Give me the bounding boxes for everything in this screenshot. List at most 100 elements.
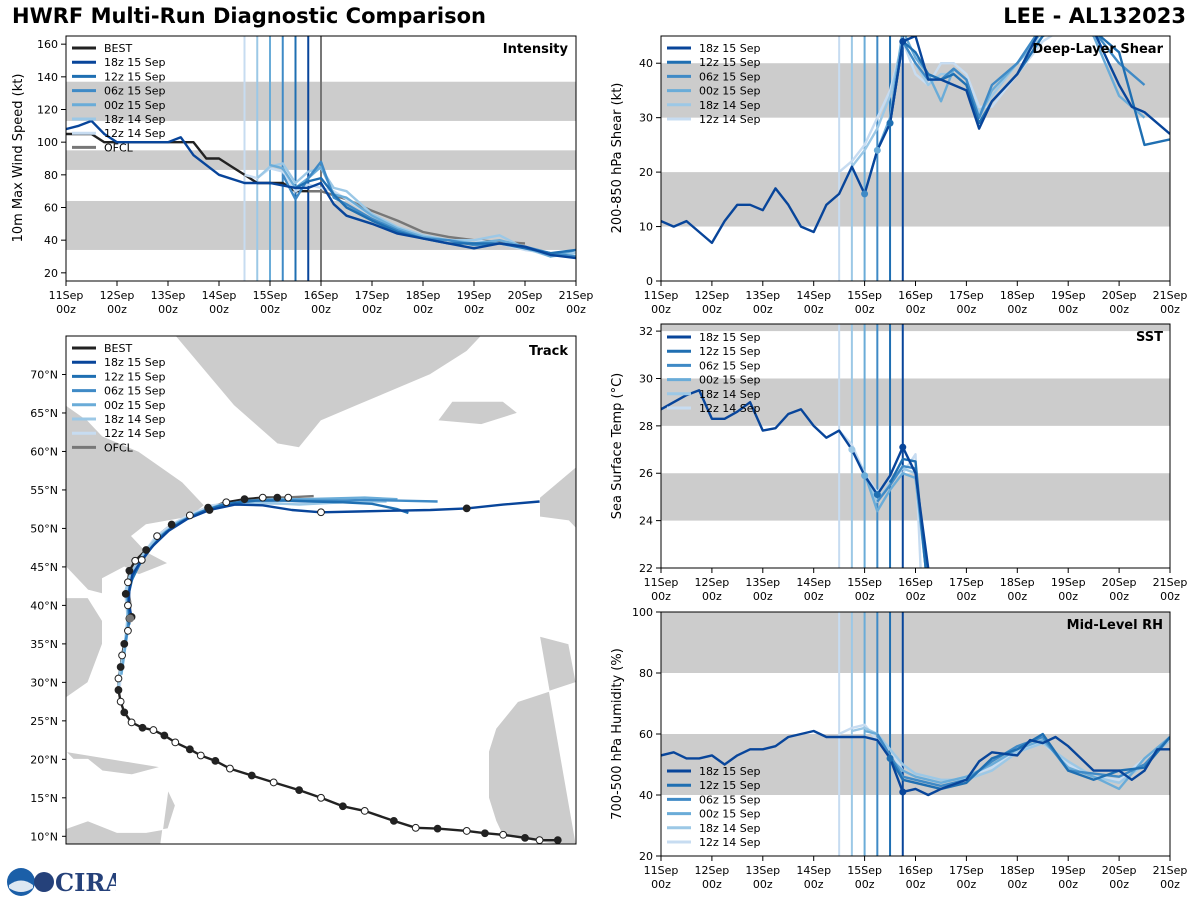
track-best-point [240, 495, 249, 504]
shear-xtick-hour: 00z [804, 303, 824, 316]
shear-legend-label-18z-14-sep: 18z 14 Sep [699, 99, 761, 112]
track-lat-label: 10°N [30, 830, 58, 843]
rh-xtick-date: 14Sep [796, 864, 831, 877]
track-best-point [295, 786, 304, 795]
track-best-point [269, 778, 278, 787]
shear-xtick-date: 18Sep [1000, 289, 1035, 302]
rh-xtick-hour: 00z [906, 878, 926, 891]
track-series-18z-14-sep [117, 500, 387, 687]
rh-title: Mid-Level RH [1067, 618, 1163, 633]
intensity-xtick-hour: 00z [260, 303, 280, 316]
intensity-xtick-hour: 00z [158, 303, 178, 316]
intensity-xtick-date: 16Sep [304, 289, 339, 302]
track-best-point [211, 756, 220, 765]
track-best-point [499, 830, 508, 839]
track-best-point [171, 738, 180, 747]
track-best-point [114, 686, 123, 694]
cira-logo-text: CIRA [55, 868, 116, 897]
rh-legend-label-18z-14-sep: 18z 14 Sep [699, 822, 761, 835]
shear-xtick-date: 11Sep [644, 289, 679, 302]
track-best-point [138, 723, 147, 732]
shear-xtick-date: 20Sep [1102, 289, 1137, 302]
track-best-point [222, 498, 231, 507]
track-lat-label: 60°N [30, 445, 58, 458]
rh-legend-label-06z-15-sep: 06z 15 Sep [699, 793, 761, 806]
track-lat-label: 65°N [30, 407, 58, 420]
rh-xtick-date: 20Sep [1102, 864, 1137, 877]
shear-legend-label-06z-15-sep: 06z 15 Sep [699, 70, 761, 83]
shear-init-marker-00z-15-sep [873, 146, 881, 154]
track-forecast-point [205, 506, 214, 514]
track-best-point [149, 726, 158, 734]
rh-threshold-band [661, 612, 1170, 673]
track-best-point [521, 833, 529, 842]
intensity-ytick-label: 20 [44, 267, 58, 280]
intensity-xtick-hour: 00z [209, 303, 229, 316]
track-lat-label: 70°N [30, 368, 58, 381]
rh-ytick-label: 40 [639, 789, 653, 802]
track-land-mass [66, 336, 205, 595]
rh-xtick-hour: 00z [651, 878, 671, 891]
track-panel: 10°N 15°N 20°N 25°N 30°N 35°N 40°N 45°N 50°N 55°N… [30, 335, 577, 845]
track-best-point [120, 708, 129, 717]
shear-xtick-hour: 00z [855, 303, 875, 316]
intensity-legend-label-12z-14-sep: 12z 14 Sep [104, 127, 166, 140]
intensity-ytick-label: 100 [37, 136, 58, 149]
intensity-ytick-label: 40 [44, 234, 58, 247]
rh-xtick-hour: 00z [957, 878, 977, 891]
shear-ytick-label: 0 [646, 275, 653, 288]
rh-ylabel: 700-500 hPa Humidity (%) [610, 648, 625, 820]
intensity-xtick-date: 13Sep [151, 289, 186, 302]
track-best-point [284, 493, 293, 502]
intensity-ytick-label: 60 [44, 202, 58, 215]
shear-series-06z-15-sep [876, 36, 1146, 151]
rh-xtick-date: 21Sep [1153, 864, 1188, 877]
intensity-xtick-date: 21Sep [559, 289, 594, 302]
track-legend-label-06z-15-sep: 06z 15 Sep [104, 385, 166, 398]
shear-init-marker-12z-15-sep [886, 119, 894, 127]
track-best-point [185, 511, 194, 520]
intensity-title: Intensity [503, 42, 569, 57]
sst-init-marker-18z-15-sep [899, 443, 907, 451]
shear-xtick-hour: 00z [1160, 303, 1180, 316]
track-best-point [273, 493, 282, 502]
track-legend-label-12z-14-sep: 12z 14 Sep [104, 427, 166, 440]
sst-init-marker-12z-15-sep [873, 491, 881, 499]
intensity-series-best [66, 132, 321, 193]
sst-xtick-hour: 00z [906, 590, 926, 603]
shear-panel: 01020304011Sep00z12Sep00z13Sep00z14Sep00… [610, 35, 1187, 316]
sst-xtick-hour: 00z [855, 590, 875, 603]
shear-legend-label-12z-15-sep: 12z 15 Sep [699, 56, 761, 69]
sst-xtick-hour: 00z [702, 590, 722, 603]
sst-init-marker-18z-14-sep [848, 446, 856, 454]
shear-xtick-date: 12Sep [695, 289, 730, 302]
sst-title: SST [1136, 330, 1163, 345]
track-legend-label-18z-14-sep: 18z 14 Sep [104, 413, 166, 426]
intensity-legend-label-18z-15-sep: 18z 15 Sep [104, 56, 166, 69]
sst-legend-label-06z-15-sep: 06z 15 Sep [699, 359, 761, 372]
sst-ytick-label: 22 [639, 562, 653, 575]
rh-xtick-hour: 00z [1007, 878, 1027, 891]
intensity-xtick-date: 12Sep [100, 289, 135, 302]
rh-legend-label-00z-15-sep: 00z 15 Sep [699, 808, 761, 821]
intensity-series-00z-15-sep [269, 163, 576, 258]
sst-xtick-date: 11Sep [644, 576, 679, 589]
rh-series-18z-14-sep [851, 726, 1170, 785]
track-lat-label: 25°N [30, 715, 58, 728]
sst-legend-label-12z-15-sep: 12z 15 Sep [699, 345, 761, 358]
cira-globe-icon [34, 872, 54, 892]
intensity-ylabel: 10m Max Wind Speed (kt) [11, 74, 26, 243]
shear-ylabel: 200-850 hPa Shear (kt) [610, 83, 625, 234]
track-best-point [116, 697, 125, 706]
track-series-00z-15-sep [120, 496, 398, 675]
shear-xtick-date: 16Sep [898, 289, 933, 302]
rh-legend-label-18z-15-sep: 18z 15 Sep [699, 765, 761, 778]
sst-threshold-band [661, 324, 1170, 332]
track-best-point [185, 745, 194, 754]
shear-xtick-date: 13Sep [745, 289, 780, 302]
track-best-point [121, 589, 130, 598]
track-lat-label: 30°N [30, 676, 58, 689]
track-best-point [196, 751, 205, 760]
track-best-point [462, 827, 471, 835]
sst-xtick-date: 19Sep [1051, 576, 1086, 589]
